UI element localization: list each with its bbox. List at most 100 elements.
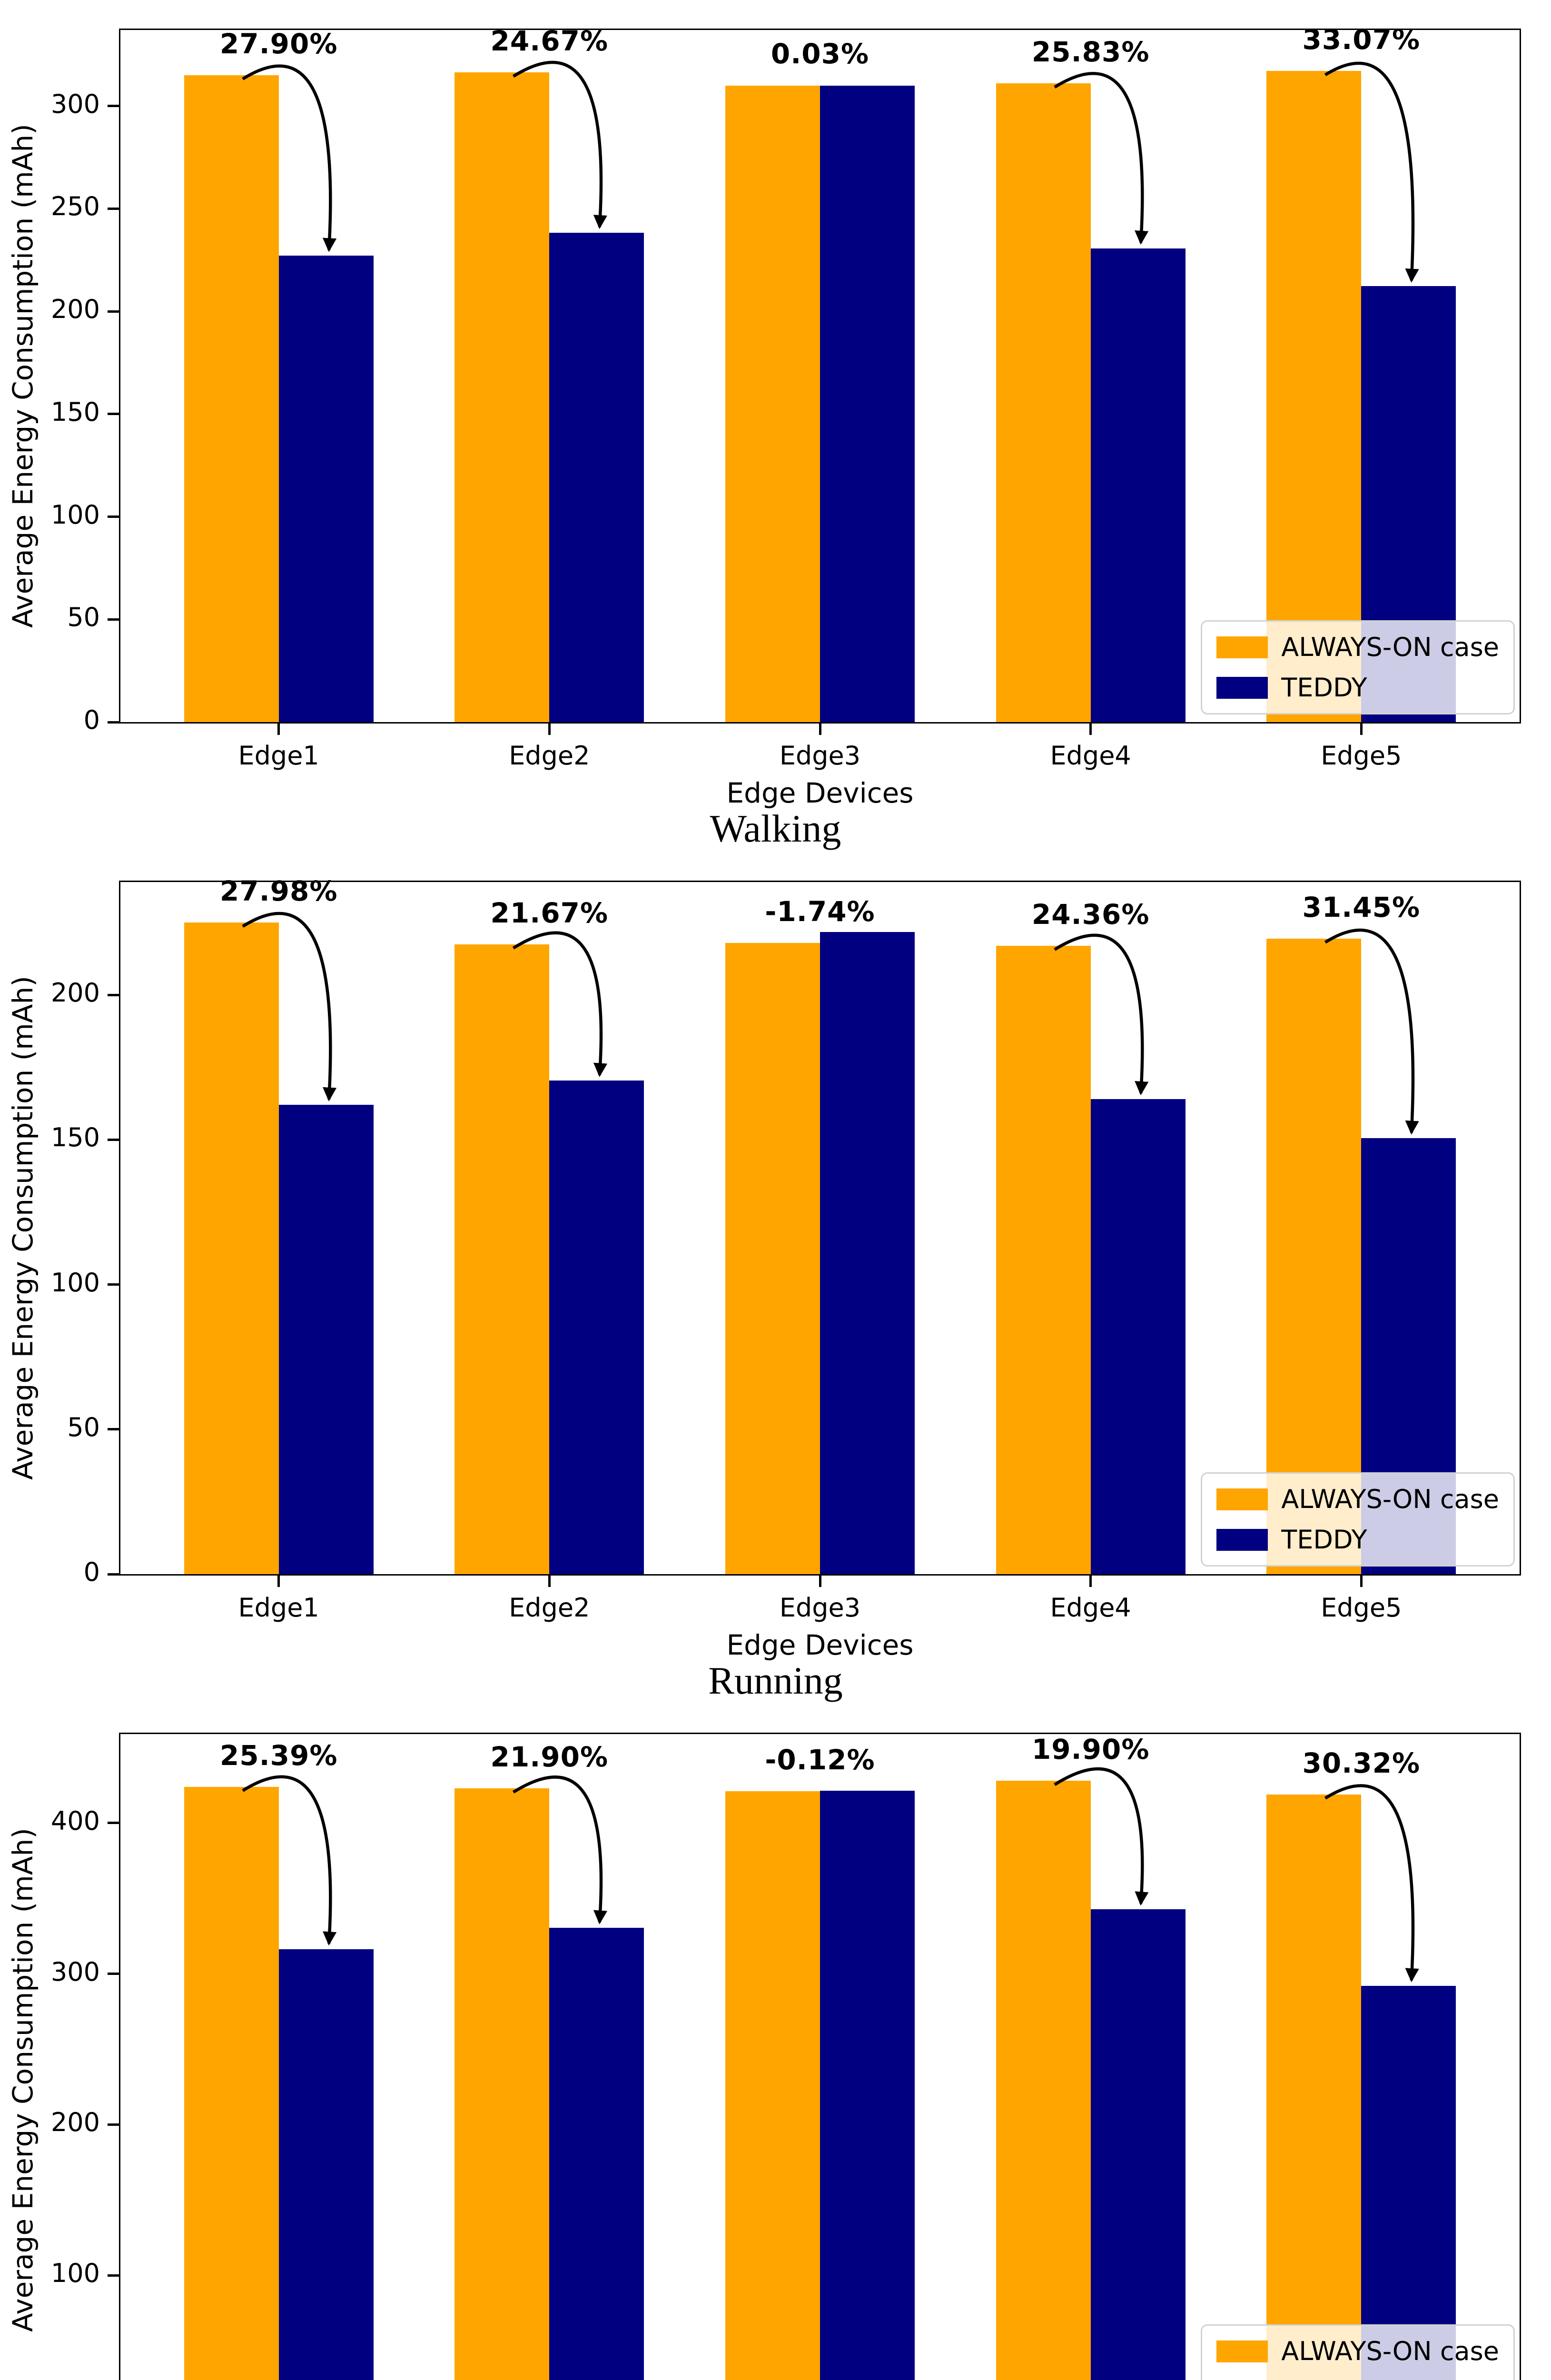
reduction-annotation-edge4: 19.90% bbox=[1031, 1733, 1150, 1766]
x-tick-label: Edge1 bbox=[238, 741, 319, 771]
y-tick-mark bbox=[108, 1973, 119, 1975]
legend-swatch-always-on-icon bbox=[1216, 1488, 1268, 1510]
x-tick-mark bbox=[819, 1576, 821, 1587]
y-tick-label: 200 bbox=[50, 978, 100, 1008]
y-tick-label: 50 bbox=[67, 602, 100, 633]
x-tick-mark bbox=[277, 724, 280, 735]
bar-always-on-edge3 bbox=[725, 1791, 820, 2380]
legend-label-teddy: TEDDY bbox=[1281, 673, 1367, 703]
x-tick-label: Edge5 bbox=[1321, 741, 1402, 771]
y-tick-mark bbox=[108, 1138, 119, 1141]
reduction-annotation-edge2: 24.67% bbox=[490, 25, 609, 58]
reduction-annotation-edge5: 33.07% bbox=[1302, 23, 1421, 56]
legend-entry-always-on: ALWAYS-ON case bbox=[1216, 1484, 1499, 1514]
y-tick-mark bbox=[108, 2274, 119, 2277]
annotations-layer: 27.98% 21.67% -1.74% 24.36% 31.45% bbox=[120, 875, 1520, 1574]
bar-always-on-edge3 bbox=[725, 942, 820, 1574]
x-tick-mark bbox=[548, 1576, 551, 1587]
x-tick-mark bbox=[1360, 1576, 1363, 1587]
x-axis-label: Edge Devices bbox=[726, 1629, 914, 1661]
x-tick-label: Edge1 bbox=[238, 1593, 319, 1623]
bar-teddy-edge2 bbox=[549, 1081, 644, 1574]
y-tick-mark bbox=[108, 2123, 119, 2126]
chart-title-walking: Walking bbox=[710, 807, 841, 850]
y-tick-label: 150 bbox=[50, 397, 100, 427]
bar-teddy-edge2 bbox=[549, 232, 644, 722]
y-tick-mark bbox=[108, 618, 119, 621]
bar-teddy-edge3 bbox=[820, 932, 915, 1574]
chart-walking: Average Energy Consumption (mAh) 0 50 100 1… bbox=[0, 0, 1551, 852]
y-tick-label: 200 bbox=[50, 294, 100, 325]
y-tick-label: 300 bbox=[50, 1956, 100, 1987]
reduction-annotation-edge1: 25.39% bbox=[219, 1739, 338, 1772]
legend-swatch-always-on-icon bbox=[1216, 2340, 1268, 2362]
reduction-annotation-edge3: -1.74% bbox=[765, 895, 875, 928]
x-tick-mark bbox=[1089, 1576, 1092, 1587]
legend-swatch-teddy-icon bbox=[1216, 1528, 1268, 1551]
reduction-annotation-edge4: 24.36% bbox=[1031, 898, 1150, 931]
bars-layer bbox=[120, 30, 1520, 722]
chart-title-running: Running bbox=[708, 1659, 843, 1702]
x-tick-mark bbox=[819, 724, 821, 735]
y-tick-label: 100 bbox=[50, 499, 100, 530]
x-tick-label: Edge4 bbox=[1050, 741, 1131, 771]
y-tick-mark bbox=[108, 105, 119, 108]
legend: ALWAYS-ON case TEDDY bbox=[1201, 1472, 1515, 1567]
y-tick-label: 400 bbox=[50, 1805, 100, 1836]
y-tick-label: 0 bbox=[83, 705, 100, 735]
legend-label-always-on: ALWAYS-ON case bbox=[1281, 2336, 1499, 2366]
y-tick-mark bbox=[108, 310, 119, 313]
bar-teddy-edge1 bbox=[278, 1949, 374, 2380]
plot-area-running: 27.98% 21.67% -1.74% 24.36% 31.45% ALWAYS-ON… bbox=[119, 875, 1521, 1576]
x-tick-label: Edge5 bbox=[1321, 1593, 1402, 1623]
legend-entry-always-on: ALWAYS-ON case bbox=[1216, 632, 1499, 662]
y-tick-mark bbox=[108, 516, 119, 518]
y-tick-mark bbox=[108, 1428, 119, 1431]
y-tick-label: 0 bbox=[83, 1557, 100, 1587]
bar-teddy-edge3 bbox=[820, 85, 915, 722]
bar-teddy-edge4 bbox=[1090, 1909, 1185, 2380]
reduction-annotation-edge3: 0.03% bbox=[771, 38, 869, 70]
bar-teddy-edge2 bbox=[549, 1928, 644, 2380]
x-tick-label: Edge3 bbox=[779, 1593, 861, 1623]
reduction-annotation-edge5: 30.32% bbox=[1302, 1746, 1421, 1779]
x-tick-mark bbox=[277, 1576, 280, 1587]
x-tick-mark bbox=[1360, 724, 1363, 735]
legend-entry-always-on: ALWAYS-ON case bbox=[1216, 2336, 1499, 2366]
reduction-annotation-edge3: -0.12% bbox=[765, 1744, 875, 1776]
reduction-annotation-edge2: 21.90% bbox=[490, 1741, 609, 1774]
reduction-annotation-edge4: 25.83% bbox=[1031, 36, 1150, 69]
chart-staggering: Average Energy Consumption (mAh) 0100200… bbox=[0, 1704, 1551, 2380]
legend: ALWAYS-ON case TEDDY bbox=[1201, 620, 1515, 714]
legend-entry-teddy: TEDDY bbox=[1216, 2377, 1499, 2380]
y-tick-mark bbox=[108, 1822, 119, 1825]
y-tick-label: 300 bbox=[50, 89, 100, 119]
annotations-layer: 27.90% 24.67% 0.03% 25.83% 33.07% bbox=[120, 23, 1520, 722]
y-tick-label: 200 bbox=[50, 2107, 100, 2138]
x-tick-label: Edge4 bbox=[1050, 1593, 1131, 1623]
y-tick-mark bbox=[108, 1573, 119, 1576]
bar-teddy-edge5 bbox=[1361, 1986, 1456, 2380]
legend: ALWAYS-ON case TEDDY bbox=[1201, 2324, 1515, 2380]
legend-entry-teddy: TEDDY bbox=[1216, 673, 1499, 703]
annotations-layer: 25.39% 21.90% -0.12% 19.90% 30.32% bbox=[120, 1733, 1520, 2380]
x-tick-mark bbox=[1089, 724, 1092, 735]
bar-teddy-edge3 bbox=[820, 1790, 915, 2380]
reduction-annotation-edge2: 21.67% bbox=[490, 896, 609, 929]
bar-teddy-edge1 bbox=[278, 256, 374, 722]
x-tick-mark bbox=[548, 724, 551, 735]
x-tick-label: Edge2 bbox=[509, 741, 590, 771]
reduction-annotation-edge5: 31.45% bbox=[1302, 891, 1421, 923]
y-tick-label: 250 bbox=[50, 191, 100, 222]
bars-layer bbox=[120, 1734, 1520, 2380]
legend-swatch-teddy-icon bbox=[1216, 676, 1268, 699]
bar-teddy-edge4 bbox=[1090, 248, 1185, 722]
plot-area-walking: 27.90% 24.67% 0.03% 25.83% 33.07% ALWAYS-ON … bbox=[119, 23, 1521, 724]
bar-always-on-edge3 bbox=[725, 85, 820, 722]
bar-teddy-edge4 bbox=[1090, 1099, 1185, 1574]
plot-area-staggering: 25.39% 21.90% -0.12% 19.90% 30.32% ALWAYS-ON… bbox=[119, 1733, 1521, 2380]
legend-label-always-on: ALWAYS-ON case bbox=[1281, 632, 1499, 662]
y-tick-label: 150 bbox=[50, 1122, 100, 1153]
y-tick-label: 100 bbox=[50, 2258, 100, 2289]
y-tick-mark bbox=[108, 993, 119, 996]
